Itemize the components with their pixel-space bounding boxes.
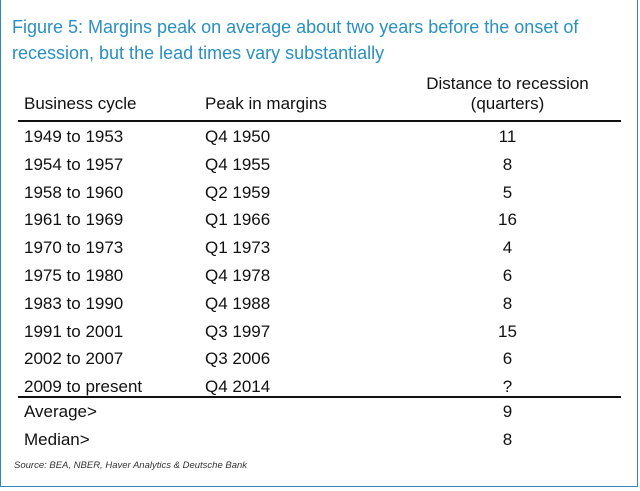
header-distance-line2: (quarters) (470, 94, 545, 113)
cell-peak-in-margins: Q4 1988 (205, 293, 271, 313)
cell-distance: 6 (502, 349, 513, 369)
figure-title: Figure 5: Margins peak on average about … (12, 17, 579, 63)
header-distance-to-recession: Distance to recession (quarters) (400, 74, 615, 114)
cell-peak-in-margins: Q3 2006 (205, 349, 271, 369)
cell-business-cycle: 1991 to 2001 (24, 321, 124, 341)
cell-peak-in-margins: Q4 2014 (205, 377, 271, 397)
cell-business-cycle: 1958 to 1960 (24, 182, 124, 202)
summary-row: Median> 8 (0, 427, 636, 454)
table-row: 1991 to 2001 Q3 1997 15 (0, 319, 636, 346)
table-row: 2009 to present Q4 2014? (0, 374, 636, 401)
table-row: 1975 to 1980 Q4 1978 6 (0, 263, 636, 290)
cell-business-cycle: 1949 to 1953 (24, 127, 124, 146)
cell-distance: 8 (502, 154, 513, 174)
summary-row: Average> 9 (0, 399, 636, 426)
cell-peak-in-margins: Q4 1978 (205, 266, 271, 285)
header-rule (18, 120, 621, 122)
cell-business-cycle: Median> (24, 430, 90, 449)
source-note: Source: BEA, NBER, Haver Analytics & Deu… (14, 460, 248, 471)
cell-distance: 5 (502, 182, 513, 202)
cell-business-cycle: 2002 to 2007 (24, 349, 124, 369)
cell-distance: 16 (498, 210, 517, 230)
cell-business-cycle: 1961 to 1969 (24, 210, 124, 230)
table-row: 1949 to 1953 Q4 1950 11 (0, 124, 636, 151)
table-row: 1954 to 1957 Q4 1955 8 (0, 152, 636, 179)
cell-distance: ? (502, 377, 513, 397)
header-distance-line1: Distance to recession (426, 74, 589, 93)
cell-peak-in-margins: Q1 1973 (205, 238, 271, 258)
summary-rule (18, 396, 621, 398)
cell-distance: 6 (502, 266, 513, 285)
table-row: 1961 to 1969 Q1 1966 16 (0, 207, 636, 234)
header-peak-in-margins: Peak in margins (205, 94, 327, 113)
table-header: Business cycle Peak in margins Distance … (0, 72, 636, 120)
cell-business-cycle: 1975 to 1980 (24, 266, 124, 285)
table-row: 1958 to 1960 Q2 1959 5 (0, 180, 636, 207)
header-business-cycle: Business cycle (24, 94, 137, 113)
cell-distance: 15 (498, 321, 517, 341)
cell-peak-in-margins: Q1 1966 (205, 210, 271, 230)
cell-peak-in-margins: Q2 1959 (205, 182, 271, 202)
cell-business-cycle: 1970 to 1973 (24, 238, 124, 258)
cell-distance: 8 (502, 430, 513, 449)
table-row: 1970 to 1973 Q1 1973 4 (0, 235, 636, 262)
table-row: 1983 to 1990 Q4 1988 8 (0, 291, 636, 318)
cell-distance: 4 (502, 238, 513, 258)
cell-business-cycle: 1954 to 1957 (24, 154, 124, 174)
cell-business-cycle: 1983 to 1990 (24, 293, 124, 313)
table-row: 2002 to 2007 Q3 2006 6 (0, 346, 636, 373)
cell-distance: 11 (498, 127, 517, 146)
cell-peak-in-margins: Q4 1955 (205, 154, 271, 174)
cell-peak-in-margins: Q4 1950 (205, 127, 271, 146)
cell-distance: 9 (502, 402, 513, 421)
cell-distance: 8 (502, 293, 513, 313)
cell-business-cycle: Average> (24, 402, 97, 421)
cell-business-cycle: 2009 to present (24, 377, 143, 397)
cell-peak-in-margins: Q3 1997 (205, 321, 271, 341)
